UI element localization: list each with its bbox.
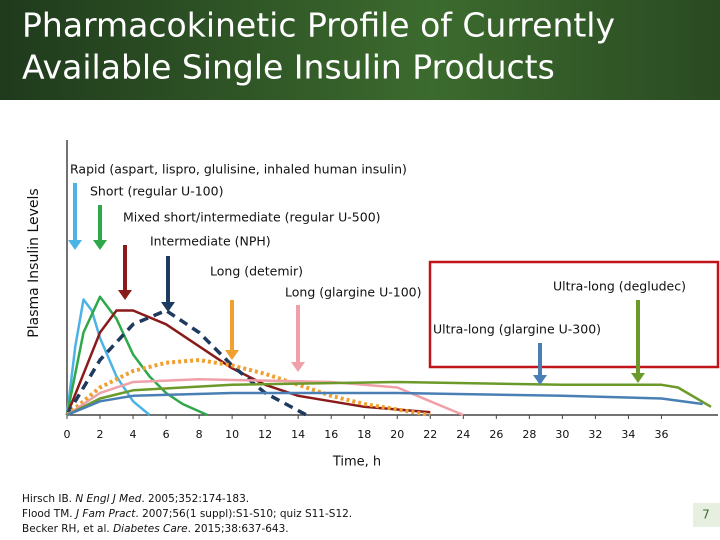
insulin-curve (66, 378, 464, 417)
callout-label: Short (regular U-100) (90, 184, 223, 199)
x-tick-label: 0 (64, 428, 71, 441)
insulin-curve (66, 380, 712, 417)
x-axis-label: Time, h (332, 455, 381, 470)
callout-arrowhead (68, 240, 82, 250)
callout-arrowhead (631, 373, 645, 383)
x-tick-label: 24 (456, 428, 470, 441)
callout-arrowhead (118, 290, 132, 300)
callout-label: Long (glargine U-100) (285, 285, 421, 300)
x-tick-label: 16 (324, 428, 338, 441)
x-tick-label: 18 (357, 428, 371, 441)
reference: Hirsch IB. N Engl J Med. 2005;352:174-18… (22, 493, 249, 505)
x-tick-label: 22 (423, 428, 437, 441)
callout-label: Ultra-long (degludec) (553, 279, 686, 294)
callout-arrowhead (291, 362, 305, 372)
callout-label: Long (detemir) (210, 264, 303, 279)
callout-label: Intermediate (NPH) (150, 234, 271, 249)
x-tick-label: 10 (225, 428, 239, 441)
callout-label: Mixed short/intermediate (regular U-500) (123, 210, 381, 225)
x-tick-label: 30 (555, 428, 569, 441)
header-background (0, 0, 720, 100)
highlight-box (428, 260, 720, 369)
insulin-curve (66, 391, 703, 417)
callout-arrowhead (533, 375, 547, 385)
reference: Flood TM. J Fam Pract. 2007;56(1 suppl):… (22, 508, 352, 520)
slide-number-box (693, 503, 720, 527)
insulin-curve (65, 358, 431, 417)
x-tick-label: 14 (291, 428, 305, 441)
x-tick-label: 34 (621, 428, 635, 441)
x-tick-label: 20 (390, 428, 404, 441)
x-tick-label: 4 (130, 428, 137, 441)
x-tick-label: 8 (196, 428, 203, 441)
callout-arrowhead (93, 240, 107, 250)
insulin-curve (65, 309, 431, 416)
insulin-curve (65, 295, 208, 417)
callout-label: Rapid (aspart, lispro, glulisine, inhale… (70, 162, 407, 177)
x-tick-label: 36 (654, 428, 668, 441)
callout-label: Ultra-long (glargine U-300) (433, 322, 601, 337)
callout-arrowhead (225, 350, 239, 360)
y-axis-label: Plasma Insulin Levels (26, 188, 42, 337)
title-line: Pharmacokinetic Profile of Currently (22, 6, 615, 45)
x-tick-label: 6 (163, 428, 170, 441)
x-tick-label: 2 (97, 428, 104, 441)
title-line: Available Single Insulin Products (22, 48, 555, 87)
x-tick-label: 32 (588, 428, 602, 441)
reference: Becker RH, et al. Diabetes Care. 2015;38… (22, 523, 289, 535)
x-tick-label: 26 (489, 428, 503, 441)
x-tick-label: 12 (258, 428, 272, 441)
slide-number: 7 (702, 508, 710, 522)
x-tick-label: 28 (522, 428, 536, 441)
callout-arrowhead (161, 302, 175, 312)
